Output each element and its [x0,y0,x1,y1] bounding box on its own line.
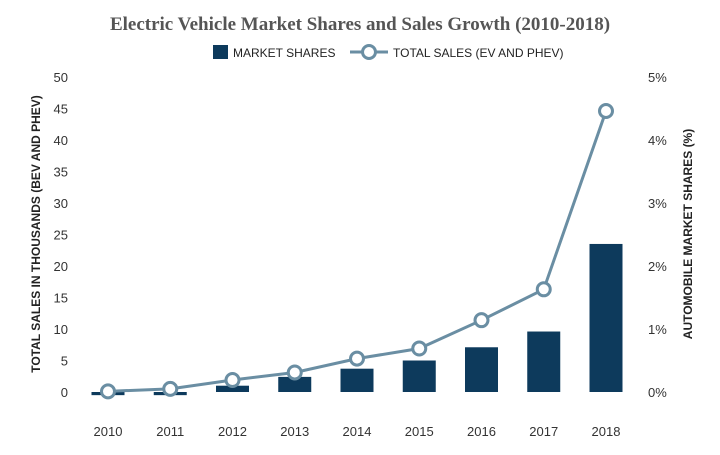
line-point [286,364,303,381]
bar [527,331,561,392]
left-axis-ticks: 0 5 10 15 20 25 30 35 40 45 50 [54,70,68,400]
y2-axis-title: AUTOMOBILE MARKET SHARES (%) [681,129,695,339]
line-point [598,103,614,120]
left-tick-label: 40 [54,133,68,148]
right-tick-label: 4% [648,133,667,148]
x-tick-label: 2011 [156,424,184,439]
left-tick-label: 30 [54,196,68,211]
left-tick-label: 20 [54,259,68,274]
legend-bar-swatch [213,45,228,59]
right-tick-label: 3% [648,196,667,211]
left-tick-label: 50 [54,70,68,85]
legend-line-label: TOTAL SALES (EV AND PHEV) [393,46,564,60]
left-tick-label: 45 [54,102,68,117]
line-point [473,312,490,329]
left-tick-label: 35 [54,165,68,180]
legend-line-marker [361,44,377,60]
legend-bar-label: MARKET SHARES [233,46,335,60]
right-tick-label: 2% [648,259,667,274]
line-point [535,281,552,298]
left-tick-label: 10 [54,322,68,337]
bar [402,360,436,392]
left-tick-label: 0 [61,385,68,400]
line-point [411,340,428,357]
right-tick-label: 5% [648,70,667,85]
left-tick-label: 15 [54,291,68,306]
x-tick-label: 2012 [218,424,247,439]
line-point [349,350,365,367]
right-tick-label: 0% [648,385,667,400]
x-axis-ticks: 2010 2011 2012 2013 2014 2015 2016 2017 2018 [94,424,621,439]
chart-title: Electric Vehicle Market Shares and Sales… [110,14,610,35]
line-point [224,372,241,389]
left-tick-label: 25 [54,228,68,243]
bar-series [91,243,623,396]
line-series [100,103,614,400]
bar [216,385,249,392]
left-tick-label: 5 [61,354,68,369]
line-point [162,380,179,397]
y-axis-title: TOTAL SALES IN THOUSANDS (BEV AND PHEV) [29,95,43,373]
x-tick-label: 2013 [280,424,309,439]
x-tick-label: 2010 [94,424,123,439]
bar [465,347,498,392]
x-tick-label: 2018 [592,424,621,439]
x-tick-label: 2015 [405,424,434,439]
bar [278,376,312,392]
right-axis-ticks: 0% 1% 2% 3% 4% 5% [648,70,667,400]
bar [589,243,623,392]
legend: MARKET SHARES TOTAL SALES (EV AND PHEV) [213,44,564,60]
right-tick-label: 1% [648,322,667,337]
x-tick-label: 2014 [343,424,372,439]
bar [340,368,374,392]
x-tick-label: 2016 [467,424,496,439]
line-point [100,383,116,400]
x-tick-label: 2017 [529,424,558,439]
